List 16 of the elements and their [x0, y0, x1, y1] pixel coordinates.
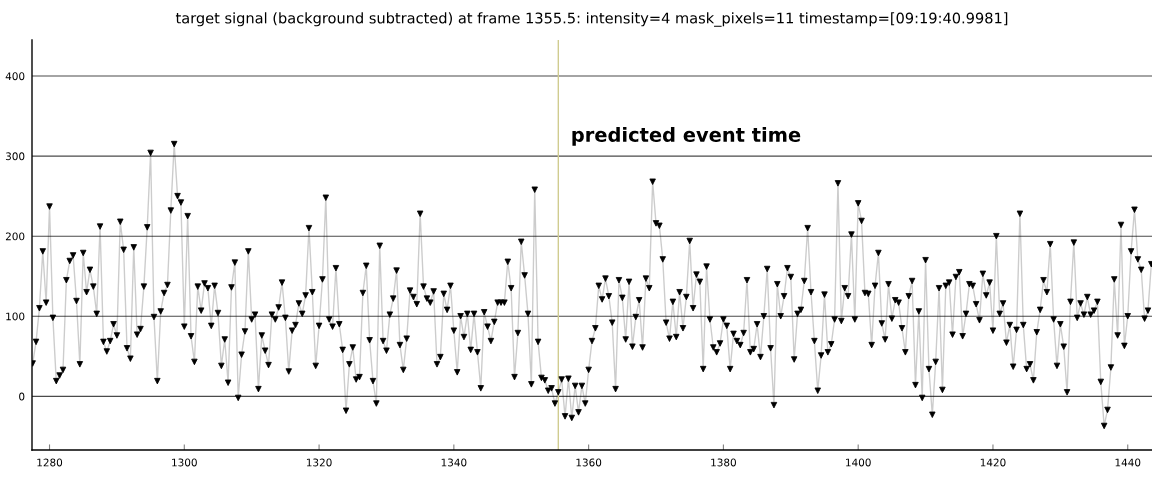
ref-line-label: predicted event time — [572, 126, 801, 146]
y-tick-label: 200 — [5, 232, 25, 241]
x-tick-label: 1420 — [980, 458, 1006, 467]
y-tick-label: 0 — [19, 392, 25, 401]
x-tick-label: 1380 — [711, 458, 736, 467]
y-tick-label: 300 — [5, 152, 25, 161]
x-tick-label: 1340 — [441, 458, 467, 467]
x-tick-label: 1360 — [576, 458, 602, 467]
x-tick-label: 1440 — [1115, 458, 1141, 467]
x-tick-label: 1400 — [846, 458, 871, 467]
x-tick-label: 1300 — [172, 458, 197, 467]
y-tick-label: 100 — [6, 312, 25, 321]
chart-title: target signal (background subtracted) at frame 1355.5: intensity=4 mask_pixels=11 timestamp=[09:19:40.9981] — [175, 12, 1008, 27]
x-tick-label: 1280 — [37, 458, 63, 467]
y-tick-label: 400 — [5, 72, 25, 81]
x-tick-label: 1320 — [306, 458, 332, 467]
